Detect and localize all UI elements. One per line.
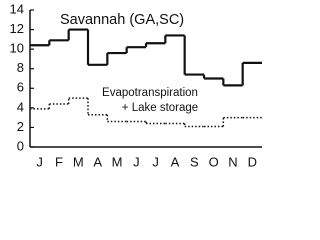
chart-title: Savannah (GA,SC): [60, 12, 184, 28]
annotation: Evapotranspiration: [102, 87, 198, 99]
y-tick-label: 12: [10, 21, 24, 36]
y-tick-label: 6: [17, 80, 24, 95]
y-tick-label: 2: [17, 119, 24, 134]
x-tick-label: J: [152, 154, 159, 169]
x-tick-label: S: [190, 154, 199, 169]
x-tick-label: A: [93, 154, 102, 169]
y-tick-label: 8: [17, 60, 24, 75]
x-tick-label: N: [228, 154, 237, 169]
x-tick-label: F: [55, 154, 63, 169]
x-tick-label: M: [73, 154, 84, 169]
x-tick-label: J: [36, 154, 43, 169]
y-tick-label: 4: [17, 99, 24, 114]
y-tick-label: 14: [10, 1, 24, 16]
x-tick-label: O: [209, 154, 219, 169]
y-tick-label: 0: [17, 138, 24, 153]
x-tick-label: A: [171, 154, 180, 169]
chart: Savannah (GA,SC) Evapotranspiration + La…: [10, 1, 262, 169]
x-tick-label: D: [248, 154, 257, 169]
y-tick-label: 10: [10, 41, 24, 56]
x-tick-label: M: [112, 154, 123, 169]
x-tick-label: J: [133, 154, 140, 169]
annotation: + Lake storage: [122, 102, 198, 114]
